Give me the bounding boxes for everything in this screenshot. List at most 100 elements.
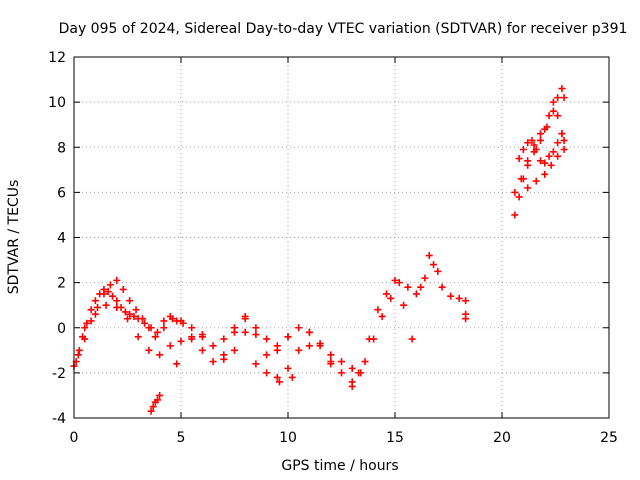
data-point [404, 283, 412, 291]
data-point [160, 317, 168, 325]
data-point [145, 324, 153, 332]
data-point [537, 157, 545, 165]
data-point [220, 335, 228, 343]
series-sdtvar-isolated [147, 297, 470, 415]
data-point [288, 373, 296, 381]
data-point [188, 333, 196, 341]
data-point [348, 382, 356, 390]
data-point [348, 364, 356, 372]
data-point [547, 161, 555, 169]
data-point [153, 396, 161, 404]
series-sdtvar-track-c [81, 301, 356, 390]
data-point [541, 170, 549, 178]
data-point [168, 315, 176, 323]
data-point [149, 403, 157, 411]
data-point [145, 346, 153, 354]
data-point [241, 328, 249, 336]
x-tick-label: 25 [600, 430, 618, 446]
data-point [198, 333, 206, 341]
data-point [545, 112, 553, 120]
data-point [524, 139, 532, 147]
data-point [252, 324, 260, 332]
data-point [549, 107, 557, 115]
data-point [524, 184, 532, 192]
data-point [560, 136, 568, 144]
data-point [417, 283, 425, 291]
data-point [430, 261, 438, 269]
data-point [173, 360, 181, 368]
data-point [138, 315, 146, 323]
data-point [517, 175, 525, 183]
data-point [151, 333, 159, 341]
data-point [408, 335, 416, 343]
data-point [156, 351, 164, 359]
data-point [153, 328, 161, 336]
data-point [558, 130, 566, 138]
data-point [434, 267, 442, 275]
data-point [177, 317, 185, 325]
plot-area [70, 85, 568, 415]
data-point [263, 351, 271, 359]
data-point [374, 306, 382, 314]
data-point [121, 308, 129, 316]
data-point [554, 152, 562, 160]
data-point [391, 276, 399, 284]
data-point [462, 315, 470, 323]
data-point [74, 351, 82, 359]
data-point [275, 378, 283, 386]
data-point [554, 139, 562, 147]
data-point [166, 342, 174, 350]
grid [74, 57, 609, 418]
data-point [75, 346, 83, 354]
series-sdtvar-track-b [74, 252, 442, 386]
data-point [209, 358, 217, 366]
data-point [519, 146, 527, 154]
data-point [511, 211, 519, 219]
y-axis-label: SDTVAR / TECUs [6, 180, 22, 295]
y-tick-label: 8 [57, 140, 66, 156]
y-tick-label: 6 [57, 185, 66, 201]
data-point [252, 360, 260, 368]
data-point [124, 315, 131, 323]
data-point [81, 324, 89, 332]
data-point [295, 346, 303, 354]
data-point [94, 303, 102, 311]
data-point [327, 351, 335, 359]
data-point [231, 346, 238, 354]
data-point [113, 276, 121, 284]
data-point [177, 337, 185, 345]
data-point [188, 324, 196, 332]
data-point [560, 94, 568, 102]
chart-title: Day 095 of 2024, Sidereal Day-to-day VTE… [59, 21, 628, 37]
data-point [515, 155, 523, 163]
y-tick-label: 10 [48, 95, 66, 111]
data-point [273, 373, 281, 381]
data-point [147, 407, 155, 415]
data-point [400, 301, 408, 309]
data-point [126, 310, 134, 318]
x-tick-label: 20 [493, 430, 511, 446]
data-point [113, 297, 121, 305]
data-point [537, 130, 545, 138]
data-point [365, 335, 373, 343]
x-tick-label: 10 [279, 430, 297, 446]
data-point [83, 319, 91, 327]
data-point [100, 290, 108, 298]
x-tick-label: 5 [177, 430, 186, 446]
data-point [91, 297, 99, 305]
plot-frame [73, 56, 610, 419]
data-point [511, 188, 519, 196]
data-point [549, 148, 557, 156]
data-point [198, 346, 206, 354]
data-point [462, 297, 470, 305]
data-point [106, 281, 114, 289]
data-point [141, 319, 149, 327]
data-point [102, 301, 110, 309]
axis-ticks: 0 5 10 15 20 25 -4 -2 0 2 4 6 8 10 12 [48, 50, 618, 446]
data-point [109, 292, 117, 300]
data-point [305, 328, 313, 336]
data-point [104, 288, 112, 296]
y-tick-label: 12 [48, 50, 66, 66]
data-point [361, 358, 369, 366]
x-axis-label: GPS time / hours [281, 458, 398, 474]
